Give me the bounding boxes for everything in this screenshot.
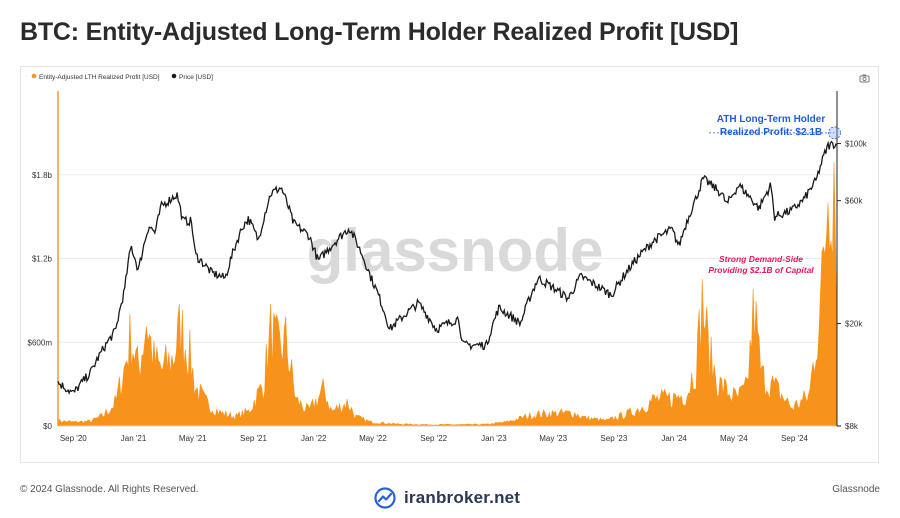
profit-area-layer [57, 91, 838, 427]
page-title: BTC: Entity-Adjusted Long-Term Holder Re… [20, 18, 739, 46]
profit-area [57, 162, 838, 427]
x-tick-label: Sep '22 [420, 434, 447, 443]
y-left-tick-label: $1.8b [32, 171, 53, 180]
price-line [57, 140, 838, 395]
legend-marker-price [171, 73, 177, 79]
y-left-tick-label: $0 [43, 422, 52, 431]
legend: Entity-Adjusted LTH Realized Profit [USD… [31, 73, 213, 81]
branding[interactable]: iranbroker.net [374, 486, 520, 510]
x-tick-label: Jan '23 [481, 434, 507, 443]
x-tick-label: Jan '24 [661, 434, 687, 443]
annotation-ath-marker [828, 126, 841, 140]
chart-panel: glassnode $0 $600m $1.2b $1.8b $8k $20k $60k $1… [20, 66, 879, 463]
x-tick-label: Jan '22 [301, 434, 327, 443]
camera-icon[interactable] [859, 74, 870, 83]
y-right-tick-label: $20k [845, 320, 863, 329]
x-tick-label: Sep '20 [60, 434, 87, 443]
branding-text: iranbroker.net [404, 488, 521, 507]
annotation-demand-line2: Providing $2.1B of Capital [708, 265, 814, 275]
legend-label-profit: Entity-Adjusted LTH Realized Profit [USD… [39, 74, 160, 81]
y-left-tick-label: $600m [28, 338, 53, 347]
annotation-ath-line1: ATH Long-Term Holder [717, 114, 826, 125]
y-right-tick-label: $100k [845, 140, 868, 149]
footer-brand: Glassnode [832, 484, 880, 495]
y-left-tick-label: $1.2b [32, 255, 53, 264]
x-tick-label: Sep '24 [781, 434, 808, 443]
x-tick-label: Sep '23 [600, 434, 627, 443]
x-tick-label: Sep '21 [240, 434, 267, 443]
legend-label-price: Price [USD] [179, 74, 213, 81]
x-tick-label: Jan '21 [121, 434, 147, 443]
x-tick-label: May '21 [179, 434, 207, 443]
chart-logo-icon [374, 487, 396, 509]
footer-copyright: © 2024 Glassnode. All Rights Reserved. [20, 484, 199, 495]
axes: $0 $600m $1.2b $1.8b $8k $20k $60k $100k Sep '20… [28, 91, 868, 443]
x-tick-label: May '24 [720, 434, 748, 443]
chart-svg: glassnode $0 $600m $1.2b $1.8b $8k $20k $60k $1… [28, 73, 870, 443]
x-tick-label: May '23 [539, 434, 567, 443]
y-right-tick-label: $8k [845, 422, 859, 431]
x-tick-label: May '22 [359, 434, 387, 443]
annotation-demand-line1: Strong Demand-Side [719, 254, 803, 264]
y-right-tick-label: $60k [845, 197, 863, 206]
legend-marker-profit [31, 73, 37, 79]
watermark: glassnode [307, 217, 604, 284]
price-line-layer [57, 140, 838, 395]
